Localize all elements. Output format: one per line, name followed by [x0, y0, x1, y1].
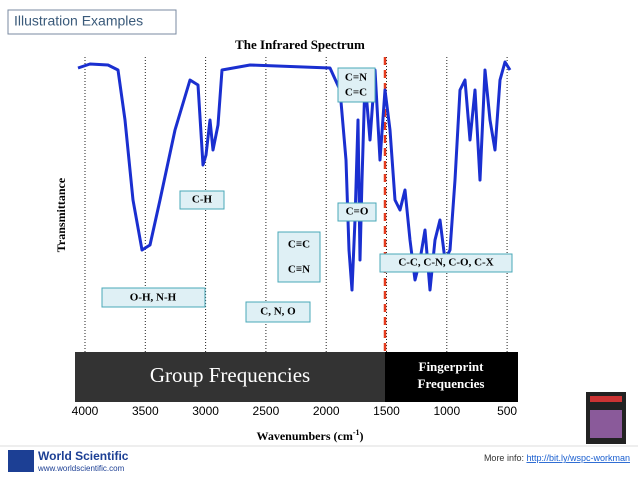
x-tick-label: 3000 [192, 404, 219, 418]
figure-title: The Infrared Spectrum [235, 37, 365, 52]
group-band [75, 352, 385, 402]
badge: Illustration Examples [14, 13, 143, 29]
fingerprint-label: Frequencies [418, 376, 485, 391]
label: C≡C [288, 239, 310, 251]
fingerprint-band [385, 352, 518, 402]
x-tick-label: 1000 [433, 404, 460, 418]
label: C=O [346, 206, 369, 218]
label: C=C [345, 87, 367, 99]
label: C-C, C-N, C-O, C-X [398, 257, 493, 269]
x-label: Wavenumbers (cm-1) [257, 428, 364, 443]
label-box [245, 301, 311, 323]
logo-text: World Scientific [38, 449, 129, 463]
fingerprint-label: Fingerprint [419, 359, 485, 374]
x-tick-label: 3500 [132, 404, 159, 418]
x-tick-label: 2000 [313, 404, 340, 418]
label-box [179, 190, 225, 210]
x-tick-label: 4000 [72, 404, 99, 418]
label: C, N, O [260, 306, 296, 318]
logo-url: www.worldscientific.com [37, 464, 125, 473]
x-tick-label: 2500 [253, 404, 280, 418]
label: C=N [345, 72, 367, 84]
group-label: Group Frequencies [150, 363, 310, 387]
label-box [277, 231, 321, 283]
x-ticks: 4000 3500 3000 2500 2000 1500 1000 500 [72, 404, 518, 418]
label-box [337, 67, 376, 103]
label: C-H [192, 194, 213, 206]
info: More info: [484, 453, 527, 463]
plot: C=N C=C C-H C=O C≡C C≡N C-C, C-N, C-O, C… [72, 57, 518, 418]
x-tick-label: 500 [497, 404, 517, 418]
book-cover [590, 410, 622, 438]
x-tick-label: 1500 [373, 404, 400, 418]
footer-info: More info: http://bit.ly/wspc-workman [484, 453, 630, 463]
x-label-end: ) [360, 429, 364, 443]
book-band [590, 396, 622, 402]
label: C≡N [288, 264, 310, 276]
x-label-main: Wavenumbers (cm [257, 429, 353, 443]
link[interactable]: http://bit.ly/wspc-workman [526, 453, 630, 463]
logo-mark [8, 450, 34, 472]
spectrum [77, 60, 512, 292]
x-label-sup: -1 [353, 428, 360, 437]
label-box [337, 202, 377, 222]
label-box [379, 253, 513, 273]
label: O-H, N-H [130, 292, 177, 304]
badge-box [7, 9, 177, 35]
label-box [101, 287, 206, 308]
logo: World Scientific www.worldscientific.com [8, 449, 129, 473]
y-label: Transmittance [54, 177, 68, 252]
book-icon [586, 392, 626, 444]
